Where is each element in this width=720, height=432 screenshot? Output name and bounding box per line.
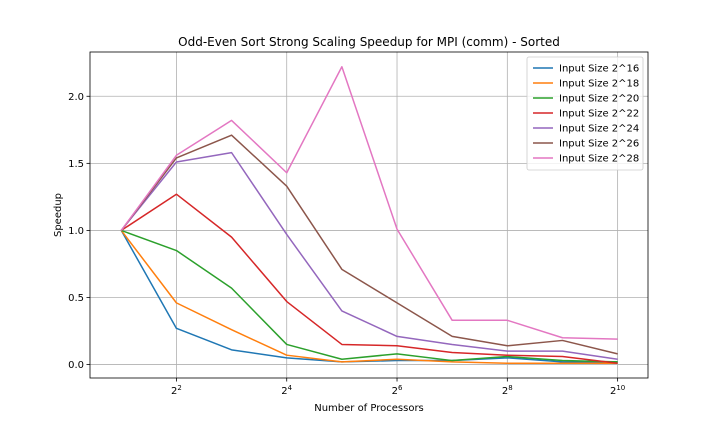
x-tick-label: 24 [281,384,292,397]
series-line-4 [120,151,618,360]
x-tick-label: 22 [171,384,182,397]
y-axis-label: Speedup [53,193,64,237]
series-line-2 [121,229,618,363]
chart-title: Odd-Even Sort Strong Scaling Speedup for… [178,35,560,49]
y-tick-label: 2.0 [68,92,84,103]
x-tick-label: 28 [502,384,513,397]
legend-label-1: Input Size 2^18 [559,79,639,90]
series-lines [120,66,618,364]
x-axis-ticks: 22 24 26 28 210 [171,378,625,397]
legend-box [526,56,644,171]
y-tick-label: 0.0 [68,360,84,371]
legend: Input Size 2^16 Input Size 2^18 Input Size… [526,56,644,171]
legend-label-5: Input Size 2^26 [559,139,639,150]
y-tick-label: 1.5 [68,159,84,170]
x-tick-label: 26 [392,384,403,397]
series-line-6 [120,66,618,340]
x-tick-label: 210 [610,384,625,397]
y-tick-label: 0.5 [68,293,84,304]
legend-label-0: Input Size 2^16 [559,64,639,75]
plot-frame [89,51,649,379]
legend-label-4: Input Size 2^24 [559,124,639,135]
series-line-5 [120,134,618,355]
y-axis-ticks: 0.0 0.5 1.0 1.5 2.0 [68,92,90,371]
legend-label-2: Input Size 2^20 [559,94,639,105]
legend-label-6: Input Size 2^28 [559,154,639,165]
series-line-3 [120,193,618,364]
series-line-1 [120,229,618,364]
legend-label-3: Input Size 2^22 [559,109,639,120]
y-tick-label: 1.0 [68,226,84,237]
x-axis-label: Number of Processors [314,403,424,414]
